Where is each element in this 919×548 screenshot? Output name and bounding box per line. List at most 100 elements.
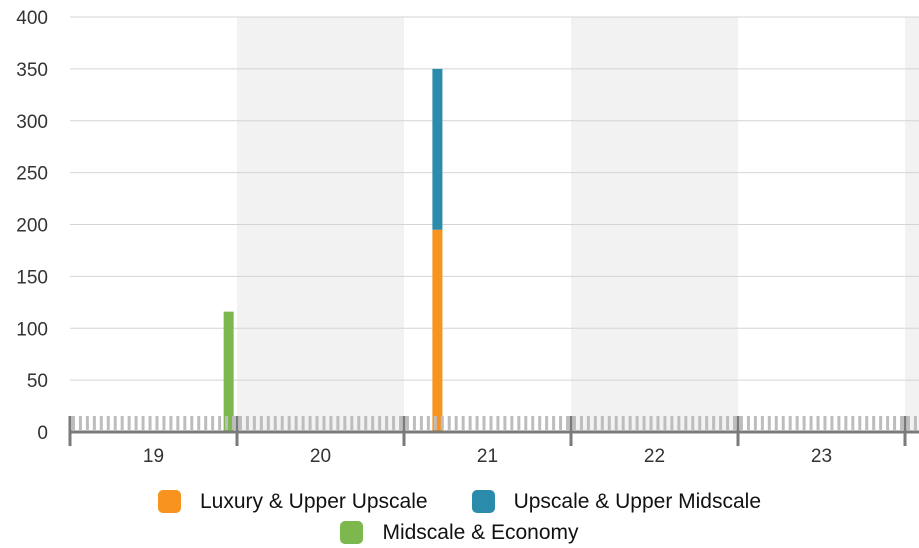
minor-tick — [155, 416, 159, 430]
minor-tick — [454, 416, 458, 430]
minor-tick — [211, 416, 215, 430]
minor-tick — [774, 416, 778, 430]
y-tick-label: 400 — [16, 8, 48, 29]
minor-tick — [802, 416, 806, 430]
minor-tick — [600, 416, 604, 430]
minor-tick — [614, 416, 618, 430]
minor-tick — [712, 416, 716, 430]
x-tick-label: 20 — [310, 446, 331, 467]
minor-tick — [461, 416, 465, 430]
minor-tick — [510, 416, 514, 430]
minor-tick — [906, 416, 910, 430]
y-axis-tick-labels: 0 50 100 150 200 250 300 350 400 — [16, 8, 48, 444]
minor-tick — [607, 416, 611, 430]
minor-tick — [232, 416, 236, 430]
minor-tick — [851, 416, 855, 430]
minor-tick — [141, 416, 145, 430]
y-tick-label: 250 — [16, 164, 48, 185]
minor-tick — [893, 416, 897, 430]
minor-tick — [733, 416, 737, 430]
legend-swatch-luxury — [157, 490, 181, 513]
minor-tick — [538, 416, 542, 430]
minor-tick — [162, 416, 166, 430]
minor-tick — [440, 416, 444, 430]
minor-tick — [412, 416, 416, 430]
legend-item-luxury[interactable]: Luxury & Upper Upscale — [157, 489, 428, 514]
minor-tick — [837, 416, 841, 430]
minor-tick — [767, 416, 771, 430]
minor-tick — [503, 416, 507, 430]
legend-row-2: Midscale & Economy — [0, 517, 919, 548]
minor-tick — [183, 416, 187, 430]
minor-tick — [190, 416, 194, 430]
y-tick-label: 100 — [16, 319, 48, 340]
minor-tick — [405, 416, 409, 430]
legend: Luxury & Upper Upscale Upscale & Upper M… — [0, 486, 919, 548]
minor-tick — [371, 416, 375, 430]
x-tick-label: 22 — [644, 446, 665, 467]
x-tick-label: 21 — [477, 446, 498, 467]
minor-tick — [71, 416, 75, 430]
minor-tick — [78, 416, 82, 430]
minor-tick — [85, 416, 89, 430]
minor-tick — [886, 416, 890, 430]
minor-tick — [739, 416, 743, 430]
minor-tick — [496, 416, 500, 430]
minor-tick — [252, 416, 256, 430]
minor-tick — [245, 416, 249, 430]
minor-tick — [489, 416, 493, 430]
y-tick-label: 350 — [16, 60, 48, 81]
minor-tick — [266, 416, 270, 430]
minor-tick — [531, 416, 535, 430]
minor-tick — [322, 416, 326, 430]
x-axis-tick-labels: 19 20 21 22 23 — [143, 446, 832, 467]
minor-tick — [134, 416, 138, 430]
x-tick-label: 23 — [811, 446, 832, 467]
minor-tick — [357, 416, 361, 430]
minor-tick — [169, 416, 173, 430]
minor-tick — [259, 416, 263, 430]
minor-tick — [572, 416, 576, 430]
minor-tick — [726, 416, 730, 430]
minor-tick — [350, 416, 354, 430]
minor-tick — [593, 416, 597, 430]
y-tick-label: 50 — [27, 371, 48, 392]
x-axis — [68, 416, 919, 446]
legend-item-midscale[interactable]: Midscale & Economy — [340, 520, 579, 545]
minor-tick — [517, 416, 521, 430]
legend-label-luxury: Luxury & Upper Upscale — [199, 489, 428, 513]
legend-label-midscale: Midscale & Economy — [382, 520, 579, 544]
bars — [223, 68, 443, 432]
minor-tick — [809, 416, 813, 430]
bar-segment — [223, 311, 234, 432]
legend-swatch-midscale — [340, 521, 364, 544]
minor-tick — [238, 416, 242, 430]
minor-tick — [586, 416, 590, 430]
minor-tick — [705, 416, 709, 430]
minor-tick — [872, 416, 876, 430]
legend-swatch-upscale — [471, 490, 495, 513]
minor-tick — [113, 416, 117, 430]
legend-item-upscale[interactable]: Upscale & Upper Midscale — [471, 489, 762, 514]
minor-tick — [753, 416, 757, 430]
minor-tick — [865, 416, 869, 430]
minor-tick — [628, 416, 632, 430]
minor-tick — [559, 416, 563, 430]
minor-tick — [788, 416, 792, 430]
minor-tick — [343, 416, 347, 430]
minor-tick — [879, 416, 883, 430]
minor-tick — [287, 416, 291, 430]
minor-tick — [294, 416, 298, 430]
legend-label-upscale: Upscale & Upper Midscale — [513, 489, 762, 513]
minor-tick — [552, 416, 556, 430]
minor-tick — [691, 416, 695, 430]
minor-tick — [524, 416, 528, 430]
minor-tick — [280, 416, 284, 430]
minor-tick — [433, 416, 437, 430]
minor-tick — [419, 416, 423, 430]
minor-tick — [301, 416, 305, 430]
minor-tick — [858, 416, 862, 430]
minor-tick — [830, 416, 834, 430]
minor-tick — [120, 416, 124, 430]
minor-tick — [475, 416, 479, 430]
